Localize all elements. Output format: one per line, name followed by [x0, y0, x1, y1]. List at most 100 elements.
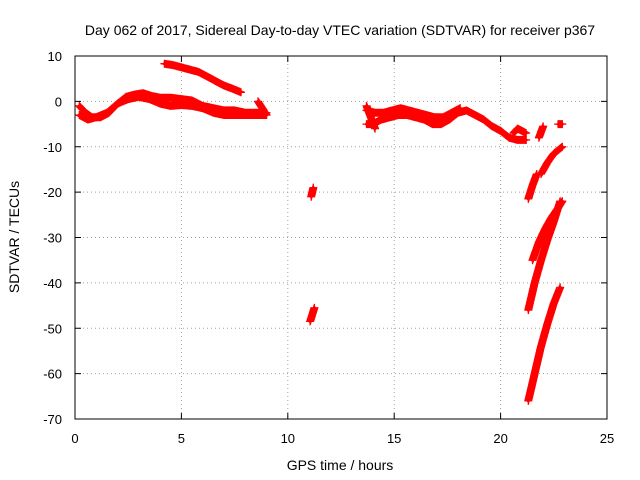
data-point	[369, 115, 373, 119]
data-point	[405, 113, 409, 117]
series-arc-13	[524, 169, 541, 203]
data-point	[158, 102, 162, 106]
y-tick-label: -30	[43, 231, 62, 246]
data-point	[545, 161, 549, 165]
data-point	[524, 138, 528, 142]
data-point	[256, 99, 260, 103]
data-point	[190, 98, 194, 102]
data-point	[533, 372, 537, 376]
data-point	[196, 70, 200, 74]
data-point	[524, 131, 528, 135]
data-point	[516, 138, 520, 142]
data-point	[499, 129, 503, 133]
data-point	[482, 118, 486, 122]
data-point	[86, 118, 90, 122]
data-point	[265, 113, 269, 117]
data-point	[490, 124, 494, 128]
data-point	[390, 108, 394, 112]
y-tick-label: -10	[43, 140, 62, 155]
chart-title: Day 062 of 2017, Sidereal Day-to-day VTE…	[85, 22, 595, 38]
data-point	[211, 111, 215, 115]
data-point	[379, 118, 383, 122]
series-arc-16	[524, 197, 565, 315]
data-point	[77, 104, 81, 108]
data-point	[539, 344, 543, 348]
data-point	[309, 195, 313, 199]
data-point	[396, 113, 400, 117]
series-arc-5	[307, 183, 318, 201]
data-point	[179, 97, 183, 101]
data-point	[188, 68, 192, 72]
data-point	[158, 96, 162, 100]
data-point	[450, 111, 454, 115]
data-point	[213, 79, 217, 83]
axis-ticks: 0 5 10 15 20 25 10 0 -10 -20 -30 -40 -50 -60 -70	[43, 49, 614, 446]
x-tick-label: 15	[387, 431, 401, 446]
data-point	[105, 111, 109, 115]
data-point	[373, 111, 377, 115]
data-point	[552, 301, 556, 305]
data-point	[511, 131, 515, 135]
data-point	[373, 127, 377, 131]
x-tick-label: 5	[178, 431, 185, 446]
data-point	[465, 108, 469, 112]
data-point	[365, 122, 369, 126]
data-point	[233, 113, 237, 117]
data-point	[84, 111, 88, 115]
data-point	[520, 129, 524, 133]
x-tick-label: 0	[71, 431, 78, 446]
series-arc-14	[537, 142, 567, 178]
data-point	[243, 113, 247, 117]
data-point	[77, 113, 81, 117]
data-point	[116, 102, 120, 106]
data-point	[537, 136, 541, 140]
data-point	[560, 145, 564, 149]
data-point	[541, 124, 545, 128]
series-arc-4	[254, 97, 271, 119]
data-point	[535, 172, 539, 176]
series-arc-11	[534, 122, 548, 142]
y-tick-label: -40	[43, 276, 62, 291]
data-point	[382, 111, 386, 115]
data-point	[433, 115, 437, 119]
data-point	[473, 113, 477, 117]
data-point	[545, 238, 549, 242]
data-point	[239, 90, 243, 94]
x-tick-label: 20	[493, 431, 507, 446]
data-point	[179, 65, 183, 69]
data-point	[254, 113, 258, 117]
y-tick-label: -20	[43, 185, 62, 200]
data-point	[230, 87, 234, 91]
data-point	[458, 106, 462, 110]
data-points	[75, 59, 567, 405]
data-point	[526, 399, 530, 403]
data-point	[169, 96, 173, 100]
y-tick-label: -50	[43, 321, 62, 336]
data-point	[171, 63, 175, 67]
data-point	[147, 97, 151, 101]
data-point	[531, 258, 535, 262]
x-tick-label: 25	[600, 431, 614, 446]
data-point	[537, 240, 541, 244]
series-arc-12	[554, 120, 567, 129]
y-tick-label: -60	[43, 367, 62, 382]
data-point	[169, 104, 173, 108]
data-point	[310, 313, 314, 317]
data-point	[190, 104, 194, 108]
y-tick-label: 10	[48, 49, 62, 64]
data-point	[179, 103, 183, 107]
data-point	[556, 122, 560, 126]
data-point	[431, 122, 435, 126]
data-point	[543, 226, 547, 230]
series-arc-10	[509, 124, 531, 138]
data-point	[222, 83, 226, 87]
data-point	[312, 306, 316, 310]
data-point	[222, 113, 226, 117]
data-point	[260, 106, 264, 110]
data-point	[388, 115, 392, 119]
y-tick-label: -70	[43, 412, 62, 427]
data-point	[365, 104, 369, 108]
series-arc-2	[75, 92, 271, 124]
